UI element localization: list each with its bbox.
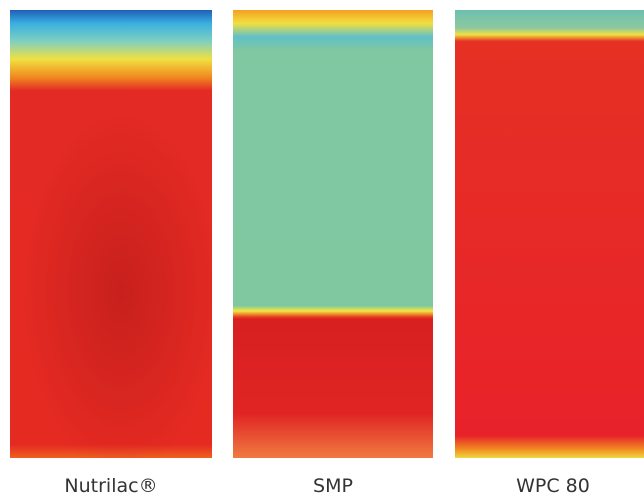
- panel-label: WPC 80: [516, 475, 590, 497]
- panel: WPC 80: [455, 10, 644, 497]
- panel-label: SMP: [313, 475, 353, 497]
- figure: Nutrilac® SMP WPC 80: [0, 0, 644, 500]
- heatmap-image: [455, 10, 644, 458]
- page: Nutrilac® SMP WPC 80 (() => { const data…: [0, 0, 644, 500]
- panel: Nutrilac®: [10, 10, 212, 497]
- panel-label: Nutrilac®: [64, 475, 157, 497]
- heatmap-image: [233, 10, 433, 458]
- panel: SMP: [233, 10, 433, 497]
- heatmap-shade: [10, 90, 212, 458]
